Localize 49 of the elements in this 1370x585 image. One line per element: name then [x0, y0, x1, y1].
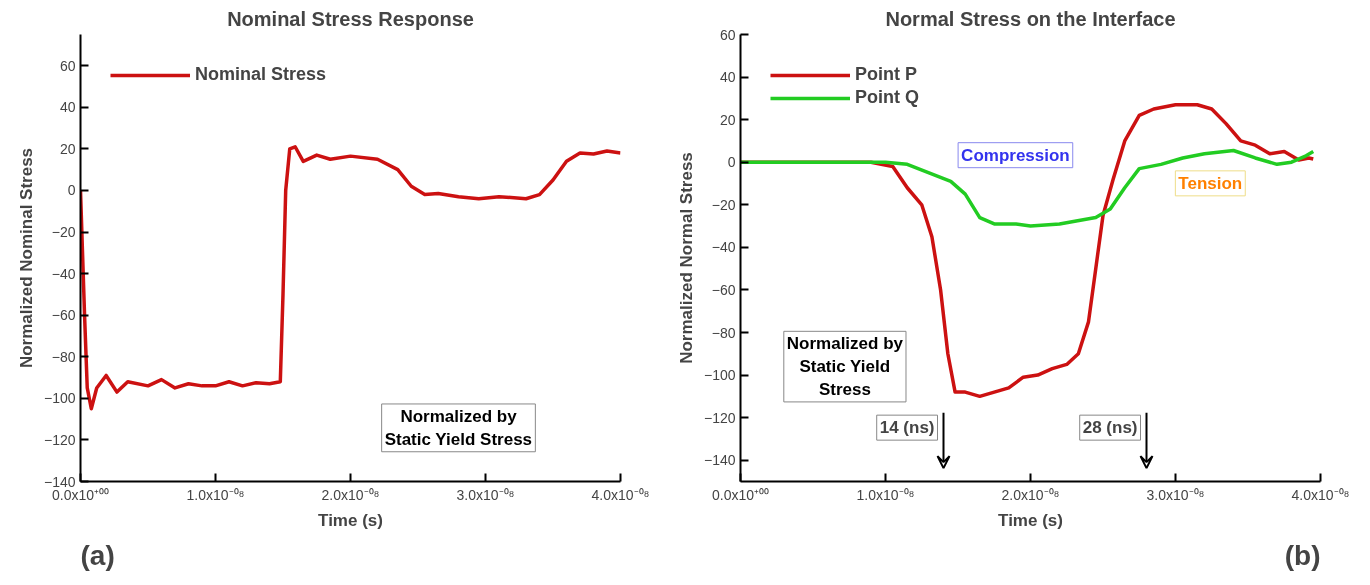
- legend-label: Point P: [855, 64, 917, 85]
- x-tick-label: 3.0x10⁻⁰⁸: [1146, 486, 1205, 503]
- y-tick-label: −20: [711, 196, 736, 213]
- text: (a): [80, 539, 115, 571]
- x-tick-label: 2.0x10⁻⁰⁸: [321, 486, 380, 503]
- text: (b): [1284, 539, 1321, 571]
- x-axis-title: Time (s): [998, 510, 1063, 530]
- y-tick-label: 40: [59, 99, 76, 116]
- annotation: Tension: [1178, 173, 1243, 193]
- y-tick-label: −100: [43, 390, 76, 407]
- y-tick-label: −80: [711, 324, 736, 341]
- y-tick-label: 60: [59, 57, 76, 74]
- y-tick-label: −120: [43, 431, 76, 448]
- x-axis-title: Time (s): [318, 510, 383, 530]
- annotation: 14 (ns): [879, 418, 935, 438]
- y-tick-label: −40: [711, 239, 736, 256]
- y-tick-label: −120: [703, 409, 736, 426]
- y-tick-label: −140: [703, 452, 736, 469]
- chart-title: Nominal Stress Response: [227, 7, 474, 30]
- x-tick-label: 3.0x10⁻⁰⁸: [456, 486, 515, 503]
- y-tick-label: 20: [59, 140, 76, 157]
- y-tick-label: −80: [51, 348, 76, 365]
- annotation: 28 (ns): [1082, 418, 1138, 438]
- x-tick-label: 4.0x10⁻⁰⁸: [591, 486, 650, 503]
- y-tick-label: −100: [703, 367, 736, 384]
- y-tick-label: 40: [719, 69, 736, 86]
- y-tick-label: −20: [51, 224, 76, 241]
- chart-title: Normal Stress on the Interface: [885, 7, 1176, 30]
- x-tick-label: 4.0x10⁻⁰⁸: [1291, 486, 1350, 503]
- y-axis-title: Normalized Normal Stress: [676, 152, 696, 364]
- x-tick-label: 0.0x10⁺⁰⁰: [711, 486, 770, 503]
- x-tick-label: 2.0x10⁻⁰⁸: [1001, 486, 1060, 503]
- y-tick-label: −40: [51, 265, 76, 282]
- annotation: Normalized by Static Yield Stress: [384, 406, 533, 449]
- line-series: [80, 145, 621, 411]
- y-tick-label: 60: [719, 26, 736, 43]
- annotation: Normalized by Static Yield Stress: [786, 334, 904, 399]
- y-tick-label: 20: [719, 111, 736, 128]
- line-series: [740, 148, 1315, 228]
- legend-label: Point Q: [855, 87, 919, 108]
- y-tick-label: −60: [711, 281, 736, 298]
- y-tick-label: −60: [51, 307, 76, 324]
- y-tick-label: 0: [67, 182, 76, 199]
- annotation: Compression: [961, 145, 1070, 165]
- x-tick-label: 1.0x10⁻⁰⁸: [856, 486, 915, 503]
- legend-label: Nominal Stress: [195, 64, 327, 85]
- y-tick-label: 0: [727, 154, 736, 171]
- x-tick-label: 1.0x10⁻⁰⁸: [186, 486, 245, 503]
- y-axis-title: Normalized Nominal Stress: [16, 147, 36, 369]
